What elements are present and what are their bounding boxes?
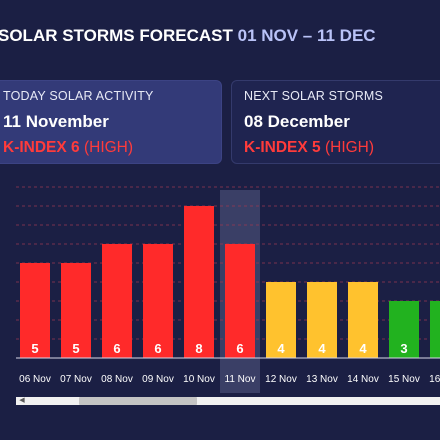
bar-09-nov xyxy=(143,244,173,358)
next-storms-card[interactable]: NEXT SOLAR STORMS 08 December K-INDEX 5 … xyxy=(231,80,440,164)
date-range: 01 NOV – 11 DEC xyxy=(237,26,376,45)
bar-16-nov xyxy=(430,301,440,358)
today-card-heading: TODAY SOLAR ACTIVITY xyxy=(3,89,154,103)
next-kindex-value: K-INDEX 5 xyxy=(244,139,321,156)
bar-value-label: 5 xyxy=(31,341,38,356)
page-title: SOLAR STORMS FORECAST 01 NOV – 11 DEC xyxy=(0,26,376,46)
today-activity-card[interactable]: TODAY SOLAR ACTIVITY 11 November K-INDEX… xyxy=(0,80,222,164)
bar-value-label: 5 xyxy=(72,341,79,356)
chart-scrollbar[interactable]: ◀ xyxy=(16,397,440,405)
x-tick-label: 15 Nov xyxy=(388,374,420,385)
bar-value-label: 4 xyxy=(359,341,367,356)
bar-06-nov xyxy=(20,263,50,358)
today-card-kindex: K-INDEX 6 (HIGH) xyxy=(3,139,221,157)
scroll-left-arrow-icon[interactable]: ◀ xyxy=(19,397,25,404)
next-card-date: 08 December xyxy=(244,112,350,131)
title-text: SOLAR STORMS FORECAST xyxy=(0,26,233,45)
x-tick-label: 11 Nov xyxy=(225,374,256,385)
next-card-kindex: K-INDEX 5 (HIGH) xyxy=(244,139,440,157)
x-tick-label: 09 Nov xyxy=(142,374,174,385)
bar-08-nov xyxy=(102,244,132,358)
bar-15-nov xyxy=(389,301,419,358)
bar-value-label: 6 xyxy=(154,341,161,356)
x-tick-label: 08 Nov xyxy=(101,374,133,385)
today-card-date: 11 November xyxy=(3,112,109,131)
bar-value-label: 4 xyxy=(318,341,326,356)
scrollbar-thumb[interactable] xyxy=(78,397,197,405)
bar-value-label: 6 xyxy=(113,341,120,356)
bar-value-label: 6 xyxy=(236,341,243,356)
next-kindex-level: (HIGH) xyxy=(324,139,375,156)
x-tick-label: 12 Nov xyxy=(265,374,297,385)
x-tick-label: 10 Nov xyxy=(183,374,215,385)
bar-value-label: 4 xyxy=(277,341,285,356)
x-tick-label: 07 Nov xyxy=(60,374,92,385)
x-tick-label: 14 Nov xyxy=(347,374,379,385)
bar-10-nov xyxy=(184,206,214,358)
bar-07-nov xyxy=(61,263,91,358)
bar-13-nov xyxy=(307,282,337,358)
today-kindex-value: K-INDEX 6 xyxy=(3,139,80,156)
bar-12-nov xyxy=(266,282,296,358)
bar-14-nov xyxy=(348,282,378,358)
x-tick-label: 13 Nov xyxy=(306,374,338,385)
bar-11-nov xyxy=(225,244,255,358)
today-kindex-level: (HIGH) xyxy=(83,139,134,156)
bar-value-label: 3 xyxy=(400,341,407,356)
bar-value-label: 8 xyxy=(195,341,202,356)
next-card-heading: NEXT SOLAR STORMS xyxy=(244,89,384,103)
x-tick-label: 16 Nov xyxy=(429,374,440,385)
x-tick-label: 06 Nov xyxy=(19,374,51,385)
